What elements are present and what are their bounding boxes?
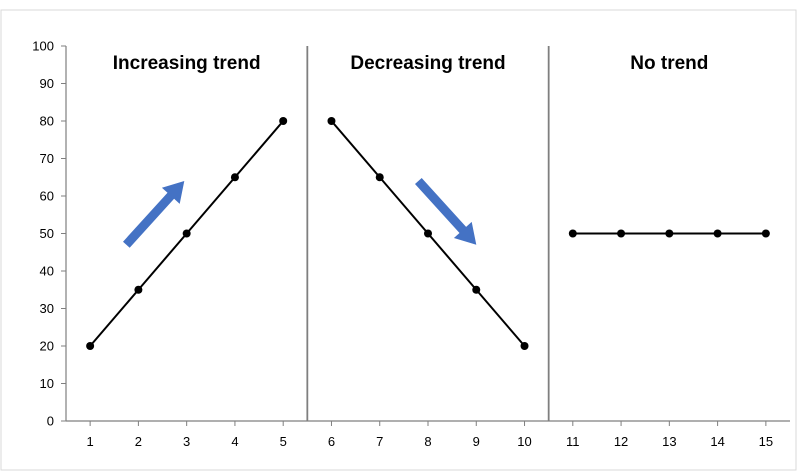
y-tick-label: 80 (40, 114, 54, 129)
data-point (568, 229, 577, 238)
trend-arrows (123, 178, 477, 248)
y-tick-label: 10 (40, 376, 54, 391)
x-tick-label: 8 (424, 434, 431, 449)
data-point (520, 342, 529, 350)
data-point (424, 229, 432, 238)
data-point (279, 117, 288, 125)
y-tick-label: 60 (40, 189, 54, 204)
x-tick-label: 14 (710, 434, 724, 449)
data-point (665, 229, 674, 238)
panel-dividers (306, 46, 550, 421)
panel-title: Decreasing trend (350, 53, 505, 74)
x-tick-label: 4 (231, 434, 238, 449)
y-tick-label: 40 (40, 264, 54, 279)
x-tick-label: 1 (87, 434, 94, 449)
x-tick-label: 15 (759, 434, 773, 449)
y-tick-label: 0 (47, 414, 54, 429)
chart-frame (0, 9, 797, 471)
y-tick-label: 90 (40, 76, 54, 91)
data-point (375, 173, 384, 182)
data-point (86, 342, 95, 350)
data-point (327, 117, 336, 125)
x-tick-label: 10 (517, 434, 531, 449)
series-group (86, 117, 770, 350)
panel-title: No trend (630, 53, 708, 74)
panel-title: Increasing trend (113, 53, 261, 74)
data-point (617, 229, 626, 238)
x-tick-label: 9 (473, 434, 480, 449)
y-tick-label: 20 (40, 339, 54, 354)
x-tick-label: 13 (662, 434, 676, 449)
x-tick-label: 2 (135, 434, 142, 449)
panel-titles: Increasing trend Decreasing trend No trend (113, 53, 709, 74)
x-tick-label: 5 (280, 434, 287, 449)
data-point (472, 285, 481, 294)
data-point (182, 229, 191, 238)
x-tick-label: 3 (183, 434, 190, 449)
trend-arrow (123, 181, 185, 248)
y-tick-label: 30 (40, 301, 54, 316)
x-tick-label: 11 (566, 434, 580, 449)
trend-arrow (415, 178, 477, 245)
y-tick-label: 70 (40, 151, 54, 166)
y-tick-label: 100 (32, 39, 54, 54)
y-tick-label: 50 (40, 226, 54, 241)
data-point (230, 173, 239, 182)
data-point (713, 229, 722, 238)
x-tick-label: 12 (614, 434, 628, 449)
x-tick-label: 6 (328, 434, 335, 449)
data-point (761, 229, 770, 238)
data-point (134, 285, 143, 294)
x-tick-label: 7 (376, 434, 383, 449)
